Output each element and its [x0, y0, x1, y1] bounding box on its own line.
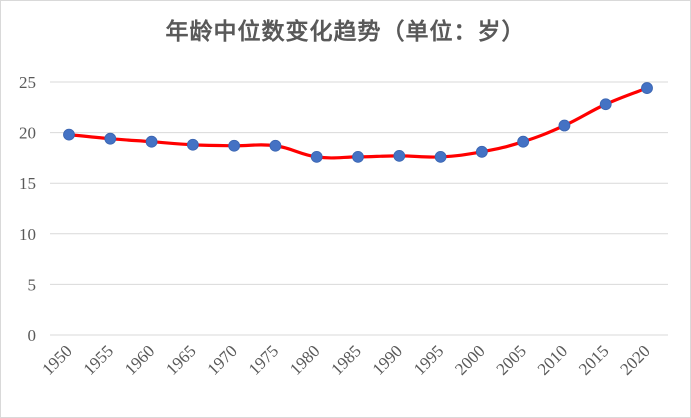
- data-point: [599, 98, 612, 111]
- data-point: [517, 135, 530, 148]
- x-tick-label: 1980: [286, 341, 323, 378]
- y-tick-label: 20: [19, 124, 36, 143]
- x-tick-label: 1955: [80, 341, 117, 378]
- data-point: [352, 150, 364, 163]
- x-tick-label: 1960: [121, 341, 158, 378]
- x-tick-label: 1975: [245, 341, 282, 378]
- data-point: [269, 139, 282, 152]
- x-tick-label: 1995: [410, 341, 447, 378]
- x-tick-label: 2000: [451, 341, 488, 378]
- x-tick-label: 2015: [575, 341, 612, 378]
- data-point: [393, 149, 406, 162]
- x-tick-label: 1950: [38, 341, 75, 378]
- data-point: [641, 82, 653, 94]
- x-tick-label: 2005: [492, 341, 529, 378]
- x-tick-label: 2010: [534, 341, 571, 378]
- x-tick-label: 2020: [616, 341, 653, 378]
- y-tick-label: 15: [19, 174, 36, 193]
- y-tick-label: 5: [28, 275, 37, 294]
- y-tick-label: 25: [19, 73, 36, 92]
- x-tick-label: 1990: [369, 341, 406, 378]
- y-axis-ticks: 0 5 10 15 20 25: [19, 73, 36, 345]
- y-tick-label: 0: [28, 326, 37, 345]
- data-point: [475, 145, 488, 158]
- data-point: [310, 150, 323, 163]
- y-tick-label: 10: [19, 225, 36, 244]
- data-point: [104, 132, 117, 145]
- data-point: [63, 128, 75, 141]
- data-point: [186, 138, 199, 151]
- x-tick-label: 1965: [162, 341, 199, 378]
- gridlines: [50, 81, 668, 336]
- chart-title: 年龄中位数变化趋势（单位：岁）: [165, 18, 526, 45]
- data-point: [434, 150, 447, 163]
- x-tick-label: 1985: [327, 341, 364, 378]
- data-point: [145, 135, 158, 148]
- data-point: [228, 139, 241, 152]
- data-point: [558, 119, 571, 132]
- x-axis-ticks: 1950 1955 1960 1965 1970 1975 1980 1985 1990 1995…: [38, 341, 653, 378]
- x-tick-label: 1970: [203, 341, 240, 378]
- series-layer: [63, 82, 653, 163]
